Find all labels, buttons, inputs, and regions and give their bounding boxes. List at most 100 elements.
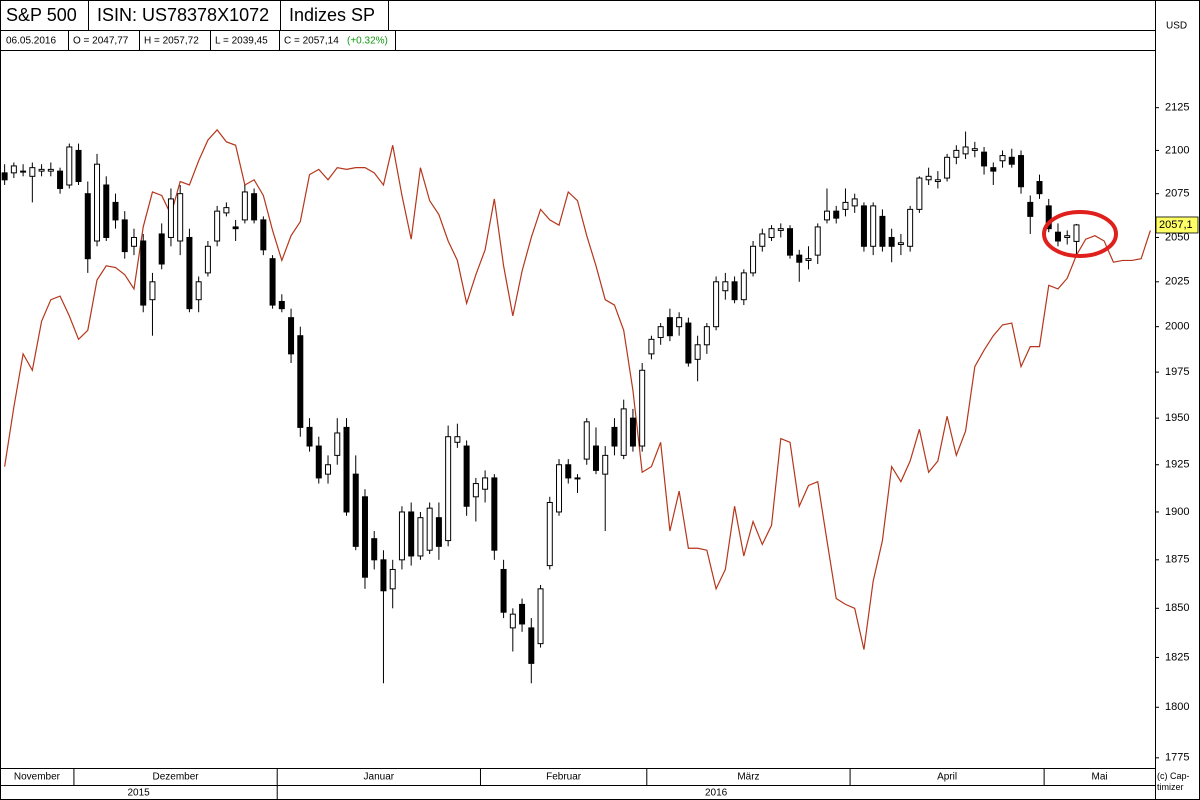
candle-body — [158, 233, 165, 265]
candle-body — [694, 344, 701, 360]
year-label: 2016 — [705, 788, 728, 799]
y-tick-label: 2050 — [1165, 231, 1189, 243]
y-tick-label: 1900 — [1165, 506, 1189, 518]
candle-body — [260, 219, 267, 251]
y-tick-label: 1850 — [1165, 602, 1189, 614]
candle-body — [999, 155, 1006, 162]
candle-body — [583, 421, 590, 460]
candle-body — [149, 281, 156, 301]
candle-body — [241, 191, 248, 221]
highlight-ellipse — [1042, 210, 1118, 258]
x-tick-label: April — [937, 772, 957, 783]
candle-body — [833, 210, 840, 219]
header-high: H = 2057,72 — [144, 36, 199, 47]
candle-body — [167, 198, 174, 238]
candle-body — [934, 179, 941, 183]
candle-body — [500, 568, 507, 613]
y-tick-label: 2100 — [1165, 144, 1189, 156]
candle-body — [398, 511, 405, 561]
candle-body — [629, 417, 636, 447]
candle-body — [556, 464, 563, 513]
candle-body — [454, 436, 461, 443]
candle-body — [519, 603, 526, 625]
candle-body — [29, 167, 36, 177]
candle-body — [94, 163, 101, 242]
candle-body — [1008, 156, 1015, 165]
candle-body — [47, 168, 54, 172]
header-close: C = 2057,14 — [284, 36, 339, 47]
candle-body — [112, 201, 119, 221]
y-tick-label: 1800 — [1165, 701, 1189, 713]
candle-body — [315, 445, 322, 479]
x-tick-label: Januar — [364, 772, 395, 783]
candle-body — [611, 426, 618, 447]
y-tick-label: 1775 — [1165, 752, 1189, 764]
candle-body — [860, 205, 867, 247]
candle-body — [971, 148, 978, 151]
header-change: (+0.32%) — [347, 36, 388, 47]
candle-body — [925, 175, 932, 181]
candle-body — [685, 322, 692, 364]
currency: USD — [1166, 21, 1187, 32]
candle-body — [195, 281, 202, 301]
header-open: O = 2047,77 — [73, 36, 129, 47]
candle-body — [796, 254, 803, 263]
candle-body — [380, 559, 387, 592]
candle-body — [334, 432, 341, 456]
y-tick-label: 1950 — [1165, 412, 1189, 424]
candle-body — [565, 464, 572, 479]
header-isin: ISIN: US78378X1072 — [97, 5, 269, 25]
last-price-label: 2057,1 — [1159, 219, 1193, 231]
candle-body — [1036, 181, 1043, 195]
copyright: (c) Cap-timizer — [1157, 771, 1190, 792]
candle-body — [916, 177, 923, 210]
y-tick-label: 2125 — [1165, 102, 1189, 114]
candle-body — [990, 167, 997, 172]
last-price-box — [1155, 216, 1199, 234]
x-tick-label: März — [737, 772, 759, 783]
candle-body — [417, 517, 424, 557]
candle-body — [75, 149, 82, 183]
candle-body — [981, 151, 988, 167]
candle-body — [186, 236, 193, 310]
candle-body — [953, 149, 960, 158]
candle-body — [1045, 205, 1052, 230]
candle-body — [851, 198, 858, 207]
x-tick-label: November — [14, 772, 61, 783]
candle-body — [278, 300, 285, 310]
candle-body — [84, 193, 91, 260]
header-index: Indizes SP — [289, 5, 375, 25]
candle-body — [620, 408, 627, 456]
candle-body — [639, 369, 646, 447]
y-tick-label: 2075 — [1165, 188, 1189, 200]
candle-body — [722, 281, 729, 292]
candle-body — [352, 473, 359, 547]
candle-body — [343, 426, 350, 513]
candle-body — [1064, 235, 1071, 238]
candle-body — [870, 205, 877, 247]
candle-body — [1018, 155, 1025, 188]
candle-body — [750, 245, 757, 274]
candle-body — [676, 317, 683, 328]
candle-body — [823, 210, 830, 221]
y-tick-label: 1825 — [1165, 651, 1189, 663]
x-tick-label: Februar — [546, 772, 582, 783]
candle-body — [1073, 224, 1080, 242]
plot-area: 1775 1800 1825 1850 1875 1900 1925 1950 1975 2000… — [0, 102, 1199, 800]
year-label: 2015 — [127, 788, 150, 799]
candle-body — [897, 242, 904, 246]
candle-body — [787, 228, 794, 256]
candle-body — [463, 445, 470, 507]
candle-body — [232, 226, 239, 230]
candle-body — [426, 507, 433, 551]
candle-body — [703, 326, 710, 346]
candle-body — [731, 281, 738, 301]
candle-body — [648, 338, 655, 355]
candle-body — [713, 281, 720, 328]
candle-body — [537, 588, 544, 645]
candle-body — [666, 317, 673, 337]
candle-body — [214, 210, 221, 242]
candle-body — [177, 193, 184, 242]
candle-body — [482, 477, 489, 490]
